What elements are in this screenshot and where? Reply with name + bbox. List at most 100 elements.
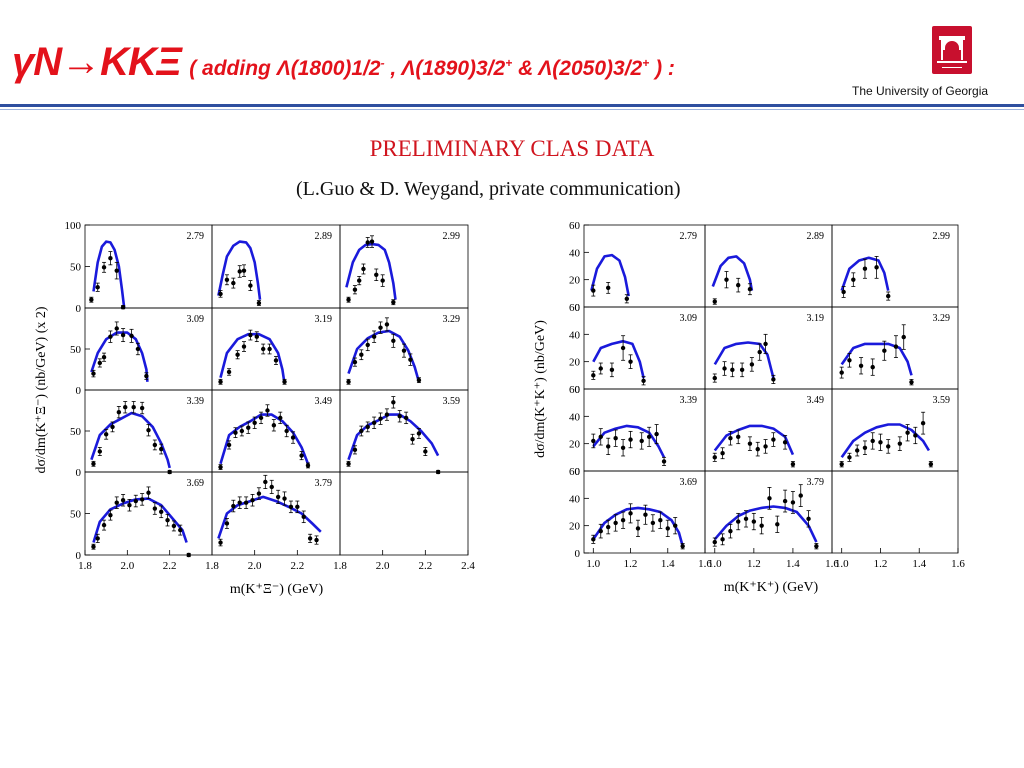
panel-3.79: 3.79 xyxy=(712,477,824,550)
data-point xyxy=(658,518,663,523)
data-point xyxy=(397,414,402,419)
slide-title: γN→KKΞ( adding Λ(1800)1/2- , Λ(1890)3/2+… xyxy=(12,40,675,85)
energy-label: 3.39 xyxy=(187,396,205,407)
energy-label: 3.49 xyxy=(315,396,333,407)
energy-label: 3.79 xyxy=(315,478,333,489)
data-point xyxy=(736,434,741,440)
data-point xyxy=(606,524,611,530)
data-point xyxy=(806,516,811,522)
y-axis-label: dσ/dm(K⁺Ξ⁻) (nb/GeV) (x 2) xyxy=(34,306,49,473)
subtitle-part-4: ) : xyxy=(649,57,675,80)
panel-3.59: 3.59 xyxy=(839,395,951,468)
data-point xyxy=(782,440,788,445)
panel-3.59: 3.59 xyxy=(346,396,461,475)
energy-label: 2.89 xyxy=(315,231,333,242)
data-point xyxy=(609,367,615,373)
model-curve xyxy=(90,331,149,382)
data-point xyxy=(97,449,103,454)
data-point xyxy=(628,359,633,364)
data-point xyxy=(909,379,914,385)
data-point xyxy=(346,297,351,302)
chart-right: 2.79 2.89 2.99 3.09 3.19 3.29 3.39 3.49 3.59 3.69… xyxy=(533,220,965,595)
data-point xyxy=(712,375,717,381)
data-point xyxy=(851,277,856,282)
y-tick-label: 0 xyxy=(76,385,82,397)
data-point xyxy=(224,277,230,282)
data-point xyxy=(261,346,266,352)
data-point xyxy=(722,366,727,371)
energy-label: 2.89 xyxy=(807,231,825,242)
y-tick-label: 40 xyxy=(569,411,581,423)
data-point xyxy=(97,360,103,366)
data-point xyxy=(178,527,183,533)
data-point xyxy=(91,371,96,376)
data-point xyxy=(131,405,136,410)
data-point xyxy=(893,344,899,349)
data-point xyxy=(265,408,270,413)
data-point xyxy=(743,516,749,522)
data-point xyxy=(757,349,762,355)
y-tick-label: 60 xyxy=(569,220,581,232)
data-point xyxy=(897,441,903,446)
model-curve xyxy=(219,332,286,384)
panel-2.79: 2.79 xyxy=(590,231,697,304)
data-point xyxy=(290,435,296,440)
data-point xyxy=(275,494,281,500)
data-point xyxy=(712,455,717,460)
data-point xyxy=(218,464,223,470)
data-point xyxy=(267,346,272,352)
subtitle-sup-2: + xyxy=(505,56,513,70)
data-point xyxy=(146,490,151,495)
university-arch-logo-icon xyxy=(932,26,972,74)
y-axis-label: dσ/dm(K⁺K⁺) (nb/GeV) xyxy=(533,320,548,458)
data-point xyxy=(110,424,115,430)
x-tick-label: 2.0 xyxy=(248,560,262,572)
x-tick-label: 1.4 xyxy=(786,558,800,570)
data-point xyxy=(114,268,119,273)
data-point xyxy=(416,431,422,436)
data-point xyxy=(282,379,287,384)
panel-3.69: 3.69 xyxy=(591,477,697,550)
data-point xyxy=(728,436,733,441)
energy-label: 3.59 xyxy=(933,395,951,406)
data-point xyxy=(299,453,304,458)
data-point xyxy=(736,282,741,288)
y-tick-label: 20 xyxy=(569,275,581,287)
model-curve xyxy=(713,505,818,543)
data-point xyxy=(720,451,725,456)
y-tick-label: 60 xyxy=(569,466,581,478)
data-point xyxy=(226,369,232,375)
y-tick-label: 40 xyxy=(569,247,581,259)
data-point xyxy=(91,544,96,549)
data-point xyxy=(120,332,126,338)
model-curve xyxy=(217,240,262,300)
x-tick-label: 2.0 xyxy=(120,560,134,572)
data-point xyxy=(384,322,390,327)
data-point xyxy=(712,539,717,545)
data-point xyxy=(736,519,741,524)
data-point xyxy=(628,511,633,516)
data-point xyxy=(252,420,257,425)
x-tick-label: 1.2 xyxy=(874,558,888,570)
data-point xyxy=(248,283,253,288)
data-point xyxy=(847,455,852,460)
data-point xyxy=(391,299,396,305)
data-point xyxy=(790,461,796,467)
data-point xyxy=(114,326,119,331)
data-point xyxy=(878,440,883,445)
data-point xyxy=(231,280,236,286)
data-point xyxy=(365,342,370,348)
energy-label: 3.59 xyxy=(443,396,461,407)
panel-3.19: 3.19 xyxy=(712,313,824,384)
data-point xyxy=(747,287,753,292)
y-tick-label: 60 xyxy=(569,302,581,314)
reaction-title: γN→KKΞ xyxy=(12,40,182,84)
data-point xyxy=(391,338,396,343)
data-point xyxy=(129,333,134,339)
data-point xyxy=(416,377,422,383)
model-curve xyxy=(90,411,171,469)
data-point xyxy=(724,277,729,282)
data-point xyxy=(606,285,611,291)
data-point xyxy=(114,500,119,505)
data-point xyxy=(346,379,351,384)
